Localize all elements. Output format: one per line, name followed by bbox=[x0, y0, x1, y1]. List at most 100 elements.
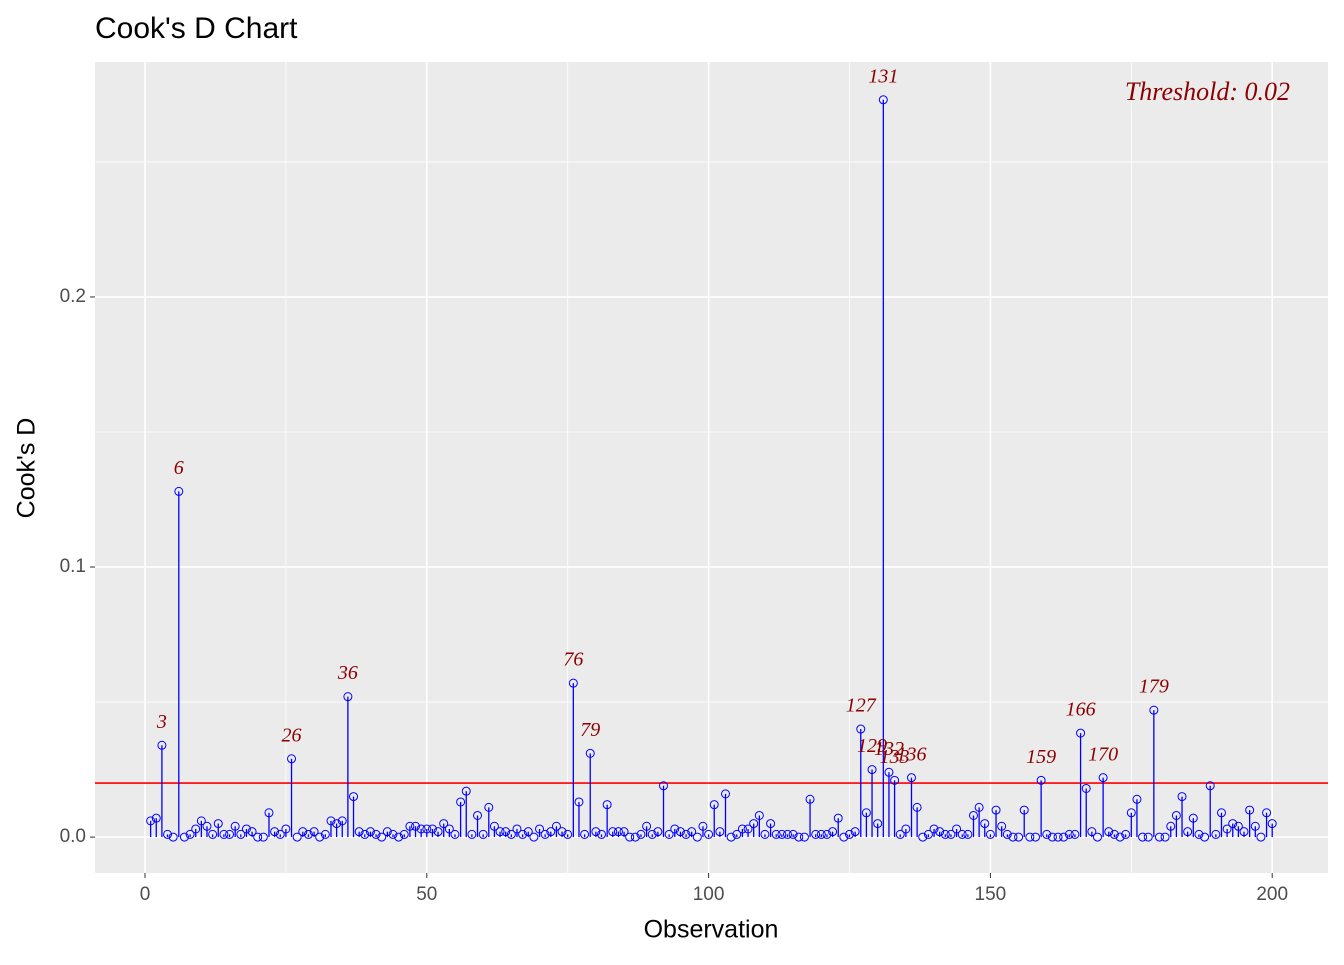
point bbox=[489, 821, 499, 831]
point bbox=[968, 810, 978, 820]
point bbox=[957, 829, 967, 839]
point bbox=[692, 832, 702, 842]
point bbox=[1019, 805, 1029, 815]
point bbox=[473, 810, 483, 820]
point-label: 127 bbox=[846, 695, 877, 717]
point bbox=[749, 819, 759, 829]
point bbox=[597, 829, 607, 839]
point bbox=[1211, 829, 1221, 839]
point bbox=[394, 832, 404, 842]
x-tick-label: 0 bbox=[140, 884, 151, 905]
point bbox=[997, 821, 1007, 831]
chart-title: Cook's D Chart bbox=[95, 12, 298, 45]
point bbox=[608, 827, 618, 837]
point bbox=[1092, 832, 1102, 842]
point bbox=[1115, 832, 1125, 842]
point bbox=[726, 832, 736, 842]
point bbox=[332, 819, 342, 829]
point-label: 136 bbox=[896, 743, 926, 765]
point bbox=[1267, 819, 1277, 829]
point bbox=[1053, 832, 1063, 842]
point bbox=[1233, 821, 1243, 831]
point bbox=[591, 827, 601, 837]
point bbox=[771, 829, 781, 839]
point bbox=[416, 824, 426, 834]
point bbox=[884, 767, 894, 777]
point bbox=[422, 824, 432, 834]
point bbox=[427, 824, 437, 834]
point-label: 133 bbox=[880, 746, 910, 768]
point bbox=[1042, 829, 1052, 839]
point bbox=[444, 824, 454, 834]
point bbox=[467, 829, 477, 839]
point bbox=[546, 827, 556, 837]
point bbox=[1109, 829, 1119, 839]
point bbox=[709, 800, 719, 810]
point bbox=[320, 829, 330, 839]
point bbox=[1014, 832, 1024, 842]
point bbox=[777, 829, 787, 839]
point bbox=[281, 824, 291, 834]
point bbox=[625, 832, 635, 842]
point bbox=[275, 829, 285, 839]
point bbox=[247, 827, 257, 837]
point bbox=[168, 832, 178, 842]
point bbox=[551, 821, 561, 831]
point bbox=[287, 754, 297, 764]
point bbox=[518, 829, 528, 839]
point bbox=[174, 486, 184, 496]
point bbox=[1256, 832, 1266, 842]
point bbox=[1143, 832, 1153, 842]
point bbox=[326, 816, 336, 826]
point bbox=[1098, 773, 1108, 783]
point-label: 6 bbox=[174, 457, 184, 479]
point bbox=[850, 827, 860, 837]
point bbox=[670, 824, 680, 834]
point bbox=[642, 821, 652, 831]
point bbox=[912, 802, 922, 812]
point bbox=[337, 816, 347, 826]
point bbox=[1076, 728, 1086, 738]
point bbox=[1239, 827, 1249, 837]
point bbox=[163, 829, 173, 839]
point bbox=[991, 805, 1001, 815]
point-label: 166 bbox=[1066, 699, 1096, 721]
point bbox=[704, 829, 714, 839]
point bbox=[766, 819, 776, 829]
point bbox=[411, 821, 421, 831]
x-tick-label: 100 bbox=[693, 884, 725, 905]
point bbox=[253, 832, 263, 842]
point bbox=[315, 832, 325, 842]
point bbox=[1025, 832, 1035, 842]
point bbox=[839, 832, 849, 842]
point bbox=[783, 829, 793, 839]
point bbox=[653, 827, 663, 837]
point bbox=[1200, 832, 1210, 842]
point bbox=[805, 794, 815, 804]
point bbox=[946, 829, 956, 839]
point bbox=[219, 829, 229, 839]
point bbox=[799, 832, 809, 842]
point bbox=[890, 775, 900, 785]
x-tick-label: 200 bbox=[1256, 884, 1288, 905]
point bbox=[230, 821, 240, 831]
point bbox=[292, 832, 302, 842]
point bbox=[371, 829, 381, 839]
point bbox=[619, 827, 629, 837]
point bbox=[1166, 821, 1176, 831]
point bbox=[659, 781, 669, 791]
point-label: 26 bbox=[282, 724, 302, 746]
point bbox=[664, 829, 674, 839]
x-tick-label: 50 bbox=[416, 884, 437, 905]
point bbox=[833, 813, 843, 823]
point bbox=[974, 802, 984, 812]
point bbox=[1104, 827, 1114, 837]
point bbox=[1194, 829, 1204, 839]
point bbox=[687, 827, 697, 837]
point bbox=[568, 678, 578, 688]
point bbox=[456, 797, 466, 807]
point bbox=[264, 808, 274, 818]
point bbox=[1132, 794, 1142, 804]
point bbox=[788, 829, 798, 839]
